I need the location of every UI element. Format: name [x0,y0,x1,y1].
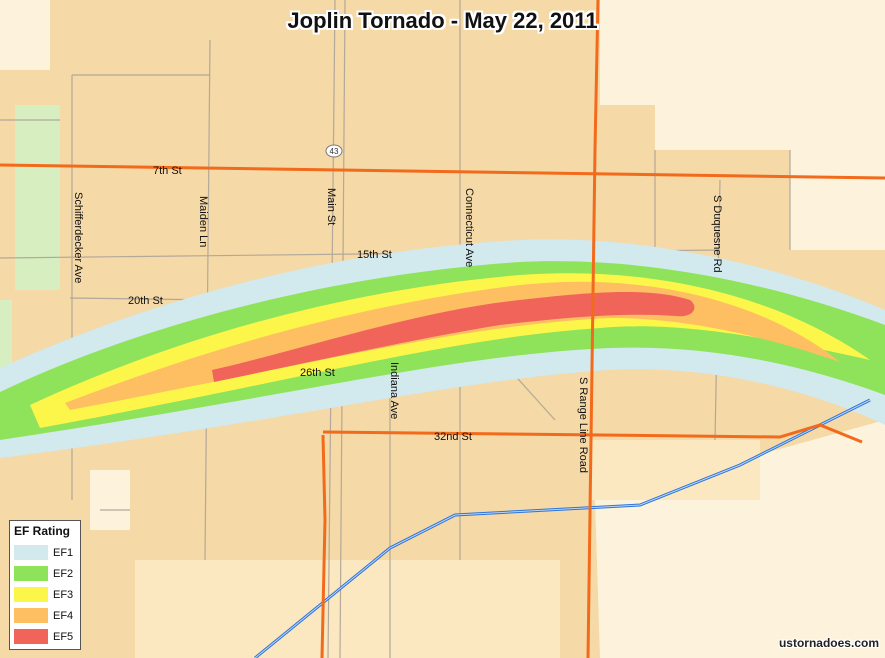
label-main-st: Main St [325,188,337,225]
rural-area-bottom-left [90,470,130,530]
legend-swatch-ef1 [14,545,48,560]
ef-rating-legend: EF Rating EF1 EF2 EF3 EF4 EF5 [9,520,81,650]
legend-item-ef3: EF3 [14,584,76,605]
legend-swatch-ef4 [14,608,48,623]
source-credit: ustornadoes.com [778,636,879,650]
park-area-small [0,300,12,380]
label-s-duquesne-rd: S Duquesne Rd [711,195,723,273]
route-shield-number: 43 [330,147,339,156]
label-connecticut-ave: Connecticut Ave [463,188,475,267]
label-32nd-st: 32nd St [434,431,472,443]
map-title: Joplin Tornado - May 22, 2011 [287,8,598,33]
route-shield: 43 [325,144,343,158]
legend-title: EF Rating [14,524,70,538]
minor-roads [0,0,791,658]
railroad-inner [254,399,871,658]
rural-area-top-right [600,0,885,250]
legend-label-ef3: EF3 [53,588,74,601]
legend-item-ef5: EF5 [14,626,76,647]
legend-swatch-ef3 [14,587,48,602]
urban-light-bottom [135,560,560,658]
legend-item-ef4: EF4 [14,605,76,626]
rural-area-top-left [0,0,50,70]
legend-swatch-ef5 [14,629,48,644]
label-maiden-ln: Maiden Ln [197,196,209,247]
label-schifferdecker-ave: Schifferdecker Ave [72,192,84,283]
label-15th-st: 15th St [357,249,392,261]
legend-label-ef4: EF4 [53,609,74,622]
legend-item-ef2: EF2 [14,563,76,584]
label-26th-st: 26th St [300,367,335,379]
label-indiana-ave: Indiana Ave [388,362,400,419]
urban-light-lower-right [590,440,760,500]
label-20th-st: 20th St [128,295,163,307]
legend-label-ef5: EF5 [53,630,74,643]
rural-area-bottom-right [595,420,885,658]
park-area [15,105,60,290]
label-s-range-line-road: S Range Line Road [577,377,589,473]
legend-item-ef1: EF1 [14,542,76,563]
legend-swatch-ef2 [14,566,48,581]
legend-label-ef2: EF2 [53,567,74,580]
label-7th-st: 7th St [153,165,182,177]
ef5-zone [212,292,695,382]
legend-label-ef1: EF1 [53,546,74,559]
